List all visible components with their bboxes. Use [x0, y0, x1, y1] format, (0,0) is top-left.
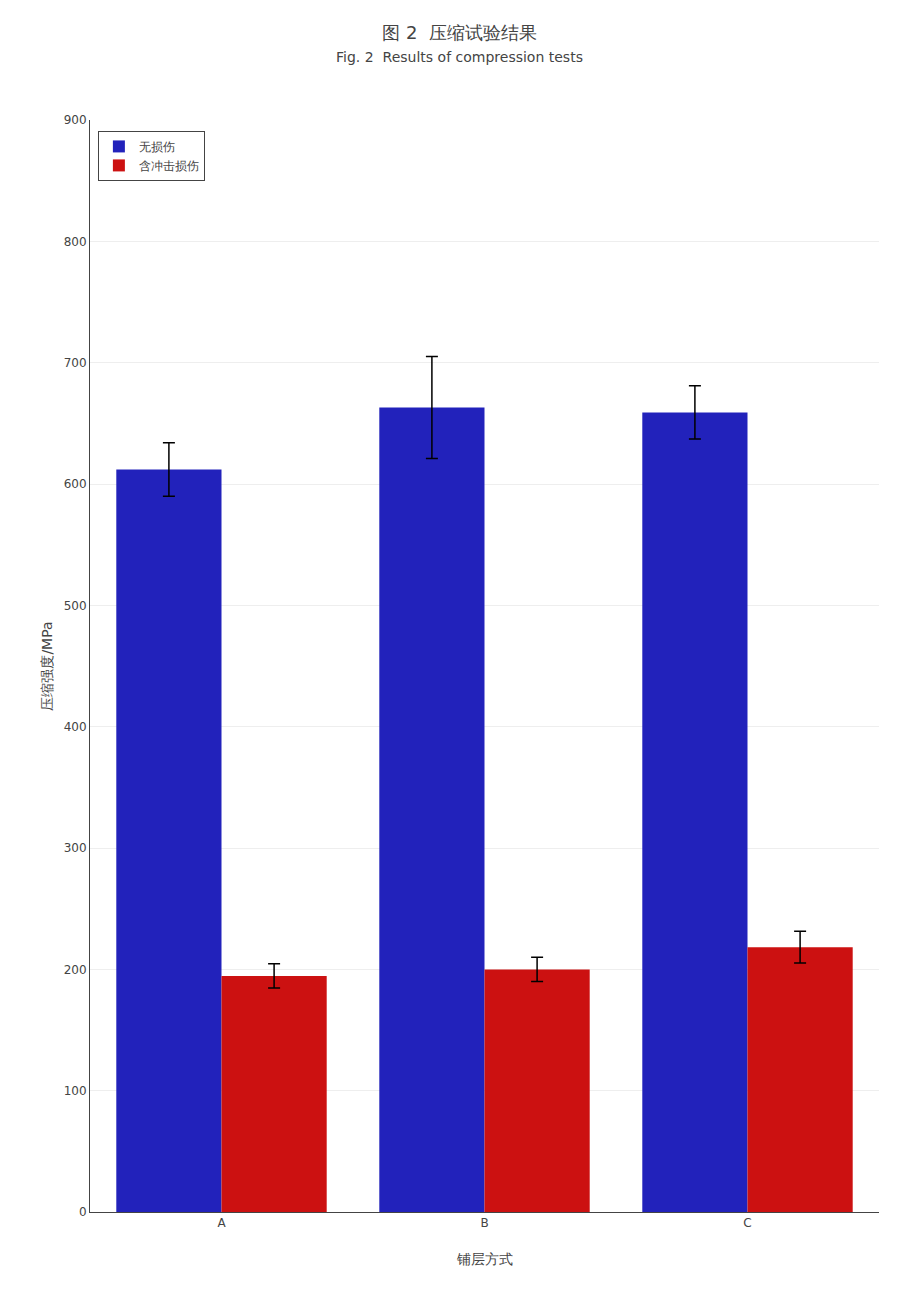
svg-text:700: 700 [64, 356, 87, 370]
svg-text:300: 300 [64, 841, 87, 855]
svg-text:800: 800 [64, 235, 87, 249]
svg-text:100: 100 [64, 1084, 87, 1098]
svg-text:400: 400 [64, 720, 87, 734]
svg-text:A: A [217, 1216, 226, 1230]
svg-text:B: B [480, 1216, 488, 1230]
svg-text:600: 600 [64, 477, 87, 491]
svg-text:900: 900 [64, 113, 87, 127]
svg-text:压缩强度/MPa: 压缩强度/MPa [39, 621, 55, 710]
svg-text:C: C [743, 1216, 751, 1230]
svg-text:0: 0 [79, 1205, 87, 1219]
svg-text:铺层方式: 铺层方式 [456, 1251, 513, 1267]
svg-text:200: 200 [64, 963, 87, 977]
svg-text:无损伤: 无损伤 [139, 140, 175, 154]
svg-text:图 2 压缩试验结果Fig. 2 Results of: 图 2 压缩试验结果Fig. 2 Results of compression … [336, 22, 583, 65]
svg-text:含冲击损伤: 含冲击损伤 [139, 159, 199, 173]
svg-text:500: 500 [64, 599, 87, 613]
